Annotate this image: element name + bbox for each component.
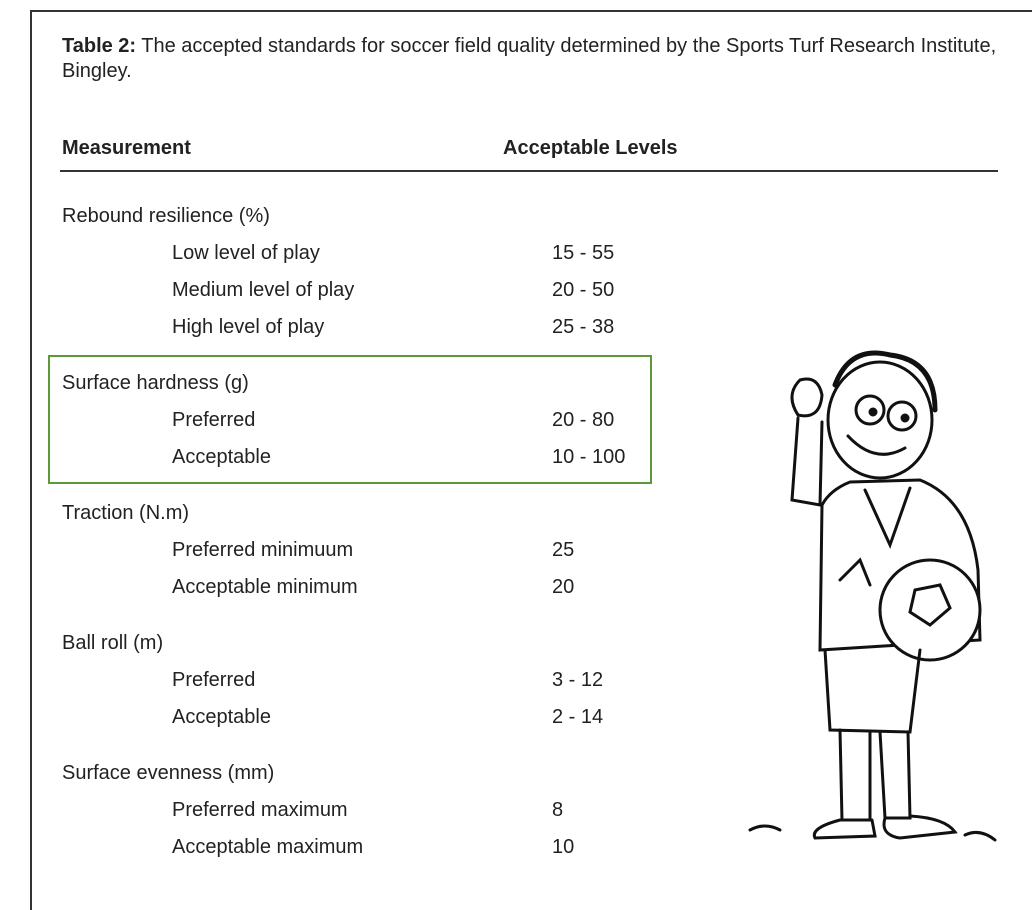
group-name: Rebound resilience (%) bbox=[62, 204, 270, 228]
caption-text: The accepted standards for soccer field … bbox=[62, 35, 996, 82]
row-value: 15 - 55 bbox=[552, 241, 614, 265]
row-label: Preferred maximum bbox=[172, 798, 348, 822]
page: Table 2: The accepted standards for socc… bbox=[0, 0, 1032, 899]
row-value: 20 bbox=[552, 575, 574, 599]
row-label: Acceptable maximum bbox=[172, 835, 363, 859]
caption-label: Table 2: bbox=[62, 35, 136, 57]
header-rule bbox=[60, 170, 998, 172]
row-value: 2 - 14 bbox=[552, 705, 603, 729]
group-name: Ball roll (m) bbox=[62, 631, 163, 655]
row-label: Preferred bbox=[172, 408, 255, 432]
row-value: 3 - 12 bbox=[552, 668, 603, 692]
group-name: Surface hardness (g) bbox=[62, 371, 249, 395]
row-value: 10 bbox=[552, 835, 574, 859]
row-label: Preferred bbox=[172, 668, 255, 692]
row-label: High level of play bbox=[172, 315, 324, 339]
row-value: 8 bbox=[552, 798, 563, 822]
row-value: 20 - 50 bbox=[552, 278, 614, 302]
row-value: 25 - 38 bbox=[552, 315, 614, 339]
group-name: Traction (N.m) bbox=[62, 501, 189, 525]
soccer-player-illustration bbox=[730, 340, 1010, 860]
row-label: Preferred minimuum bbox=[172, 538, 353, 562]
header: Acceptable Levels bbox=[503, 136, 678, 160]
row-value: 20 - 80 bbox=[552, 408, 614, 432]
row-label: Acceptable minimum bbox=[172, 575, 358, 599]
row-label: Medium level of play bbox=[172, 278, 354, 302]
row-value: 10 - 100 bbox=[552, 445, 625, 469]
group-name: Surface evenness (mm) bbox=[62, 761, 274, 785]
row-label: Low level of play bbox=[172, 241, 320, 265]
row-label: Acceptable bbox=[172, 705, 271, 729]
row-label: Acceptable bbox=[172, 445, 271, 469]
caption: Table 2: The accepted standards for socc… bbox=[62, 34, 1002, 84]
header: Measurement bbox=[62, 136, 191, 160]
row-value: 25 bbox=[552, 538, 574, 562]
